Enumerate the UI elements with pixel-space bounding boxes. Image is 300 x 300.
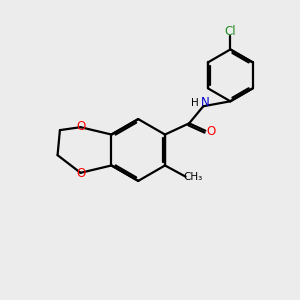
Text: N: N [201,96,210,109]
Text: CH₃: CH₃ [183,172,202,182]
Text: Cl: Cl [225,25,236,38]
Text: O: O [206,125,215,138]
Text: O: O [76,120,85,133]
Text: H: H [191,98,199,108]
Text: O: O [76,167,85,180]
